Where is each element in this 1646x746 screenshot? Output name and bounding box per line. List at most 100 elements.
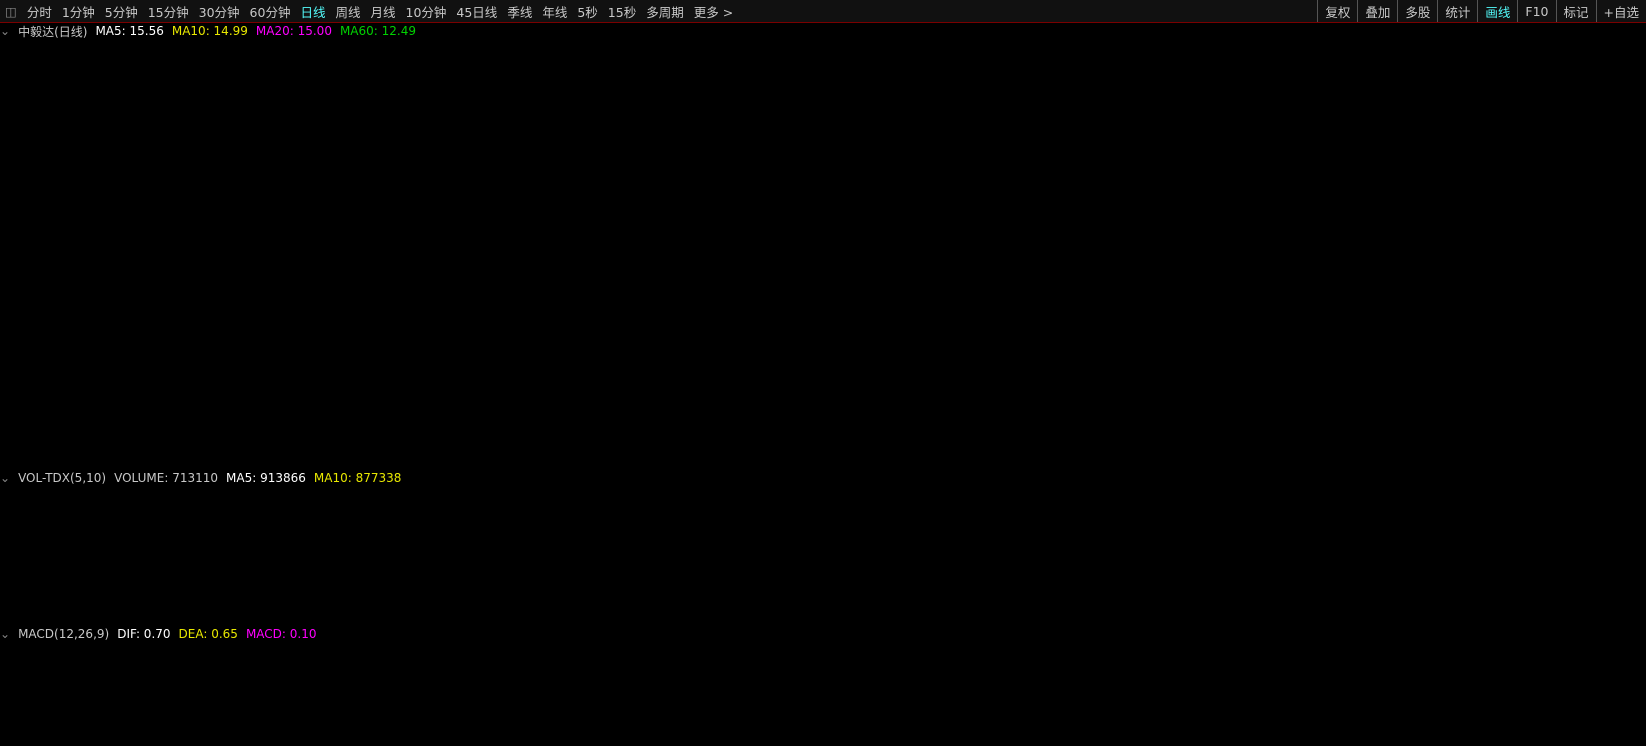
candle-body (963, 206, 981, 231)
period-tab[interactable]: 分时 (26, 4, 52, 20)
tool-button[interactable]: 复权 (1317, 0, 1357, 22)
candle-body (141, 416, 159, 423)
drawn-circle (1561, 673, 1621, 733)
candle-body (698, 425, 716, 430)
period-tab[interactable]: 日线 (300, 4, 326, 20)
candle-body (1042, 211, 1060, 239)
collapse-icon[interactable]: ⌄ (0, 471, 11, 485)
candle-body (486, 423, 504, 426)
candle-body (592, 426, 610, 430)
volume-bar (1573, 578, 1591, 623)
ma-line (17, 124, 1583, 432)
event-marker: 榜 (1376, 453, 1388, 468)
ma-line (17, 143, 1582, 428)
candle-body (777, 355, 795, 391)
candle-body (1387, 101, 1405, 142)
volume-bar (1095, 530, 1113, 623)
chart-title: VOL-TDX(5,10) (18, 471, 107, 485)
macd-header: ⌄ MACD(12,26,9) DIF: 0.70 DEA: 0.65 MACD: 0.… (0, 626, 324, 642)
period-tab[interactable]: 5分钟 (104, 4, 138, 20)
period-tab[interactable]: 季线 (507, 4, 533, 20)
candle-body (61, 403, 79, 409)
candle-body (1573, 80, 1591, 140)
ma-line (17, 140, 1582, 430)
candle-body (114, 412, 132, 418)
volume-bar (1016, 557, 1034, 623)
chart-title: 中毅达(日线) (18, 24, 88, 39)
candle-body (1255, 166, 1272, 184)
period-tab[interactable]: 更多 > (693, 4, 734, 20)
period-tab[interactable]: 45日线 (456, 4, 498, 20)
extreme-pointer (1371, 57, 1382, 63)
candle-body (1149, 203, 1166, 226)
volume-bar (804, 546, 822, 623)
volume-bar (936, 519, 954, 623)
candle-body (1414, 122, 1432, 142)
period-tab[interactable]: 30分钟 (198, 4, 240, 20)
candle-body (1202, 203, 1219, 226)
period-tab[interactable]: 月线 (370, 4, 396, 20)
volume-bar (353, 611, 371, 623)
diamond-icon[interactable]: ◇ (1604, 26, 1614, 40)
volume-bar (380, 612, 397, 623)
tool-button[interactable]: +自选 (1595, 0, 1646, 22)
volume-bar (777, 557, 795, 623)
tool-buttons: 复权 叠加 多股 统计 画线 F10 标记 +自选 (1317, 0, 1646, 22)
volume-bar (1255, 559, 1272, 623)
period-tab[interactable]: 多周期 (646, 4, 684, 20)
extreme-label: 3.78 (270, 438, 297, 452)
tool-button[interactable]: 多股 (1397, 0, 1437, 22)
volume-bar (1069, 544, 1087, 623)
volume-bar (1334, 522, 1352, 623)
volume-bar (645, 612, 663, 623)
volume-bar (618, 613, 636, 623)
candle-body (1175, 224, 1193, 227)
candle-body (1228, 182, 1246, 205)
period-tab[interactable]: 年线 (542, 4, 568, 20)
tool-button[interactable]: 标记 (1555, 0, 1596, 22)
candle-body (433, 425, 450, 428)
collapse-icon[interactable]: ⌄ (0, 627, 11, 641)
event-marker: 涨 (1523, 453, 1535, 468)
candle-body (273, 430, 291, 435)
period-tab[interactable]: 10分钟 (405, 4, 447, 20)
period-tab[interactable]: 60分钟 (249, 4, 291, 20)
volume-bar (141, 608, 159, 623)
candle-body (751, 389, 769, 414)
period-tabs: 分时 1分钟 5分钟 15分钟 30分钟 60分钟 日线 周线 月线 10分钟 45日线 季线 年线 5秒… (22, 2, 738, 21)
candle-body (1546, 138, 1564, 179)
legend-entry: MA5: 15.56 (95, 24, 164, 38)
candle-body (1069, 193, 1087, 213)
candle-body (645, 425, 663, 428)
volume-bar (1440, 562, 1458, 623)
volume-bar (486, 587, 504, 623)
period-tab[interactable]: 5秒 (577, 4, 598, 20)
candle-body (1095, 177, 1113, 195)
candle-body (88, 407, 106, 414)
period-tab[interactable]: 周线 (335, 4, 361, 20)
tool-button[interactable]: 画线 (1477, 0, 1517, 22)
candle-body (989, 229, 1007, 260)
candle-body (380, 423, 397, 426)
candle-body (857, 219, 875, 278)
collapse-icon[interactable]: ‹ (1624, 26, 1629, 40)
candle-body (300, 426, 318, 432)
period-tab[interactable]: 1分钟 (61, 4, 95, 20)
period-tab[interactable]: 15分钟 (147, 4, 189, 20)
period-tab[interactable]: 15秒 (607, 4, 637, 20)
candle-body (1467, 140, 1485, 182)
candle-body (1440, 122, 1458, 182)
collapse-icon[interactable]: ⌄ (0, 24, 11, 38)
volume-bar (1122, 565, 1140, 623)
menu-icon[interactable]: ◫ (5, 3, 17, 19)
tool-button[interactable]: 统计 (1437, 0, 1477, 22)
tool-button[interactable]: F10 (1517, 0, 1555, 22)
volume-bar (698, 613, 716, 623)
candle-body (936, 174, 954, 208)
candle-body (565, 425, 583, 428)
legend-entry: MA10: 877338 (313, 471, 402, 485)
candle-body (8, 406, 26, 410)
macd-line (17, 650, 1582, 731)
event-marker: 跌 (1327, 453, 1339, 468)
tool-button[interactable]: 叠加 (1357, 0, 1397, 22)
